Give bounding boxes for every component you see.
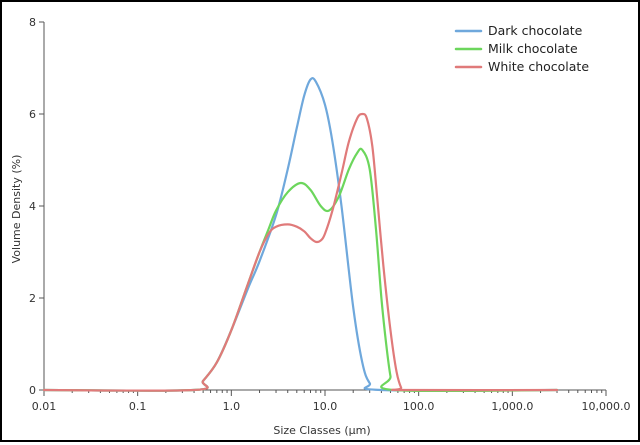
x-tick-label: 100.0 — [403, 400, 435, 413]
legend-label-dark-chocolate: Dark chocolate — [488, 23, 583, 38]
y-tick-label: 6 — [29, 108, 36, 121]
x-axis-title: Size Classes (µm) — [273, 424, 370, 437]
series-group — [42, 77, 559, 393]
x-tick-label: 10,000.0 — [582, 400, 631, 413]
legend-label-milk-chocolate: Milk chocolate — [488, 41, 578, 56]
x-tick-label: 0.01 — [32, 400, 57, 413]
y-tick-label: 8 — [29, 16, 36, 29]
legend: Dark chocolate Milk chocolate White chocol… — [454, 23, 589, 74]
y-axis-title: Volume Density (%) — [10, 155, 23, 264]
series-line-white-chocolate — [42, 112, 559, 392]
series-line-dark-chocolate — [42, 77, 559, 392]
x-tick-label: 1.0 — [223, 400, 241, 413]
axes — [43, 22, 606, 391]
x-tick-label: 10.0 — [313, 400, 338, 413]
x-tick-label: 1,000.0 — [491, 400, 533, 413]
y-tick-label: 0 — [29, 384, 36, 397]
ticks: 0 2 4 6 8 0.01 0.1 1.0 10.0 100.0 1,000.0 10,000.0 — [29, 16, 630, 413]
y-tick-label: 2 — [29, 292, 36, 305]
series-line-milk-chocolate — [42, 147, 559, 393]
y-tick-label: 4 — [29, 200, 36, 213]
x-tick-label: 0.1 — [129, 400, 147, 413]
legend-label-white-chocolate: White chocolate — [488, 59, 589, 74]
